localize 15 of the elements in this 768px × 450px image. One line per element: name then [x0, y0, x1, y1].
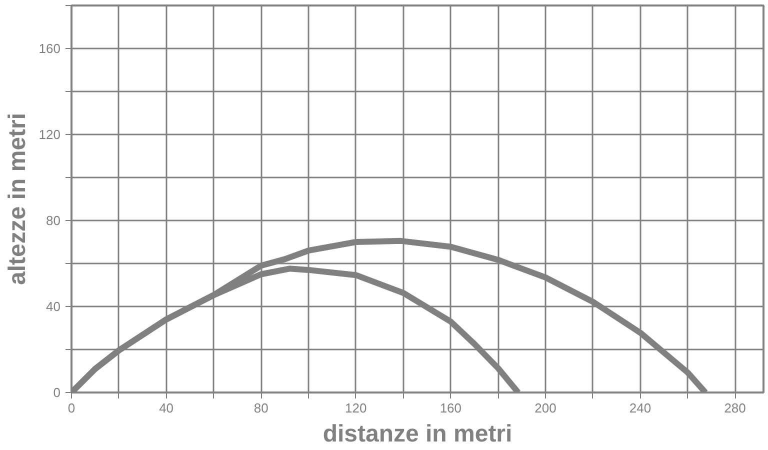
y-tick-label: 120 [38, 127, 61, 142]
x-tick-label: 80 [254, 400, 268, 416]
y-axis-title: altezze in metri [4, 112, 31, 286]
x-tick-label: 0 [68, 400, 76, 416]
x-tick-label: 120 [345, 400, 367, 416]
y-tick-label: 160 [38, 41, 61, 56]
y-tick-label: 80 [46, 213, 61, 228]
x-tick-label: 240 [629, 400, 652, 416]
y-tick-label: 0 [53, 385, 61, 400]
x-axis-title: distanze in metri [322, 420, 512, 448]
x-tick-label: 280 [724, 400, 746, 416]
x-tick-label: 40 [159, 400, 174, 416]
y-tick-label: 40 [46, 299, 61, 314]
x-tick-label: 160 [440, 400, 462, 416]
x-tick-label: 200 [534, 400, 556, 416]
